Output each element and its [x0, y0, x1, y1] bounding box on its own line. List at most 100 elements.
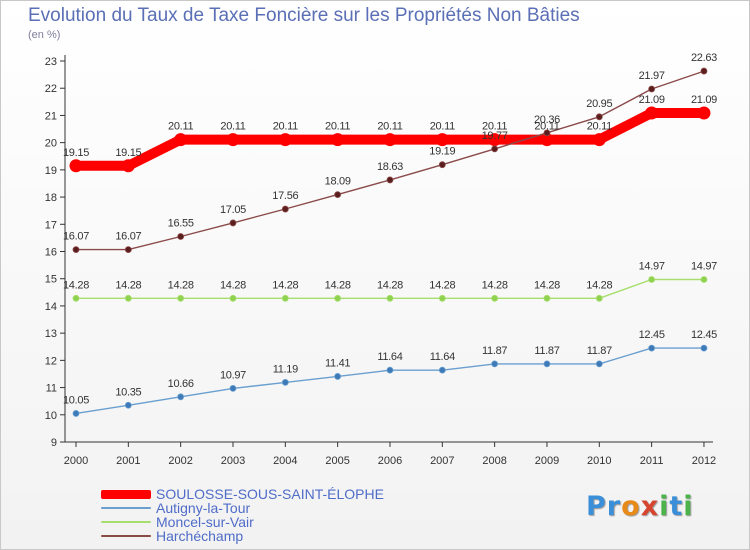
x-tick-label: 2007 [430, 455, 454, 467]
data-label: 10.66 [168, 378, 194, 390]
data-label: 20.11 [534, 121, 559, 133]
y-tick-label: 18 [45, 192, 57, 204]
legend-swatch [101, 507, 151, 509]
legend-swatch [101, 489, 151, 499]
data-label: 14.28 [63, 279, 89, 291]
x-tick-label: 2006 [378, 455, 402, 467]
data-label: 16.55 [168, 218, 194, 230]
data-label: 10.97 [220, 369, 246, 381]
chart-title: Evolution du Taux de Taxe Foncière sur l… [28, 5, 580, 26]
data-point [383, 133, 397, 147]
data-label: 11.87 [534, 345, 559, 357]
x-tick-label: 2008 [482, 455, 506, 467]
data-label: 20.11 [587, 121, 612, 133]
logo-letter: o [621, 491, 641, 522]
data-point [438, 161, 446, 169]
data-label: 20.36 [534, 114, 560, 126]
data-point [69, 159, 83, 173]
data-point [281, 379, 289, 386]
data-point [331, 133, 345, 147]
data-point [229, 384, 237, 392]
data-point [700, 67, 708, 75]
data-point [226, 133, 240, 147]
data-label: 10.35 [115, 386, 141, 398]
data-label: 21.97 [639, 70, 665, 82]
y-tick-label: 16 [45, 247, 57, 259]
data-label: 12.45 [639, 329, 665, 341]
data-label: 14.28 [115, 279, 141, 291]
logo-letter: i [659, 491, 670, 522]
data-point [648, 85, 656, 93]
x-tick-label: 2011 [640, 455, 664, 467]
data-label: 19.15 [63, 147, 89, 159]
data-point [334, 373, 342, 380]
y-tick-label: 15 [45, 274, 57, 286]
legend-label: Harchéchamp [156, 528, 244, 544]
legend-label: SOULOSSE-SOUS-SAINT-ÉLOPHE [156, 486, 384, 502]
y-tick-label: 12 [45, 355, 57, 367]
data-label: 14.28 [325, 279, 351, 291]
data-point [72, 410, 80, 417]
data-label: 17.56 [272, 190, 298, 202]
legend-label: Autigny-la-Tour [156, 500, 251, 516]
data-point [334, 191, 342, 199]
data-label: 14.28 [220, 279, 246, 291]
data-point [488, 133, 502, 147]
y-tick-label: 22 [45, 83, 57, 95]
logo-letter: x [640, 491, 660, 522]
data-point [124, 246, 132, 253]
x-tick-label: 2005 [325, 455, 349, 467]
data-label: 17.05 [220, 204, 246, 216]
data-label: 14.28 [429, 279, 455, 291]
proxiti-logo: Proxiti [586, 491, 694, 522]
logo-letter: P [586, 491, 607, 522]
data-label: 11.87 [587, 345, 612, 357]
data-point [543, 129, 551, 137]
data-label: 14.28 [272, 279, 298, 291]
data-point [543, 294, 551, 302]
data-label: 18.09 [325, 176, 351, 188]
data-point [648, 344, 656, 352]
data-label: 19.77 [482, 130, 508, 142]
data-point [386, 176, 394, 184]
data-point [645, 106, 659, 120]
data-point [700, 276, 708, 283]
data-label: 20.11 [325, 121, 350, 133]
data-point [595, 294, 603, 302]
data-point [438, 294, 446, 302]
data-point [697, 106, 711, 120]
unit-label: (en %) [28, 29, 61, 41]
data-label: 20.11 [482, 121, 507, 133]
data-point [595, 113, 603, 121]
y-tick-label: 10 [45, 410, 57, 422]
y-tick-label: 11 [46, 383, 57, 395]
data-point [386, 366, 394, 374]
y-tick-label: 20 [45, 138, 57, 150]
data-label: 16.07 [115, 231, 141, 243]
data-label: 11.64 [430, 351, 455, 363]
data-point [435, 133, 449, 147]
data-point [177, 233, 185, 240]
data-label: 14.28 [377, 279, 403, 291]
data-point [281, 294, 289, 302]
data-point [72, 294, 80, 302]
data-point [491, 294, 499, 302]
data-point [592, 133, 606, 147]
legend-label: Moncel-sur-Vair [156, 514, 254, 530]
data-point [229, 294, 237, 302]
data-label: 16.07 [63, 231, 89, 243]
data-label: 22.63 [691, 52, 717, 64]
logo-letter: r [606, 491, 622, 522]
data-label: 11.19 [273, 363, 298, 375]
data-label: 10.05 [63, 394, 89, 406]
x-tick-label: 2000 [64, 455, 88, 467]
logo-letter: t [669, 491, 684, 522]
y-tick-label: 19 [45, 165, 57, 177]
data-label: 19.19 [429, 146, 455, 158]
legend-swatch [101, 521, 151, 523]
data-point [174, 133, 188, 147]
data-point [595, 360, 603, 368]
data-point [124, 401, 132, 409]
data-point [72, 246, 80, 253]
